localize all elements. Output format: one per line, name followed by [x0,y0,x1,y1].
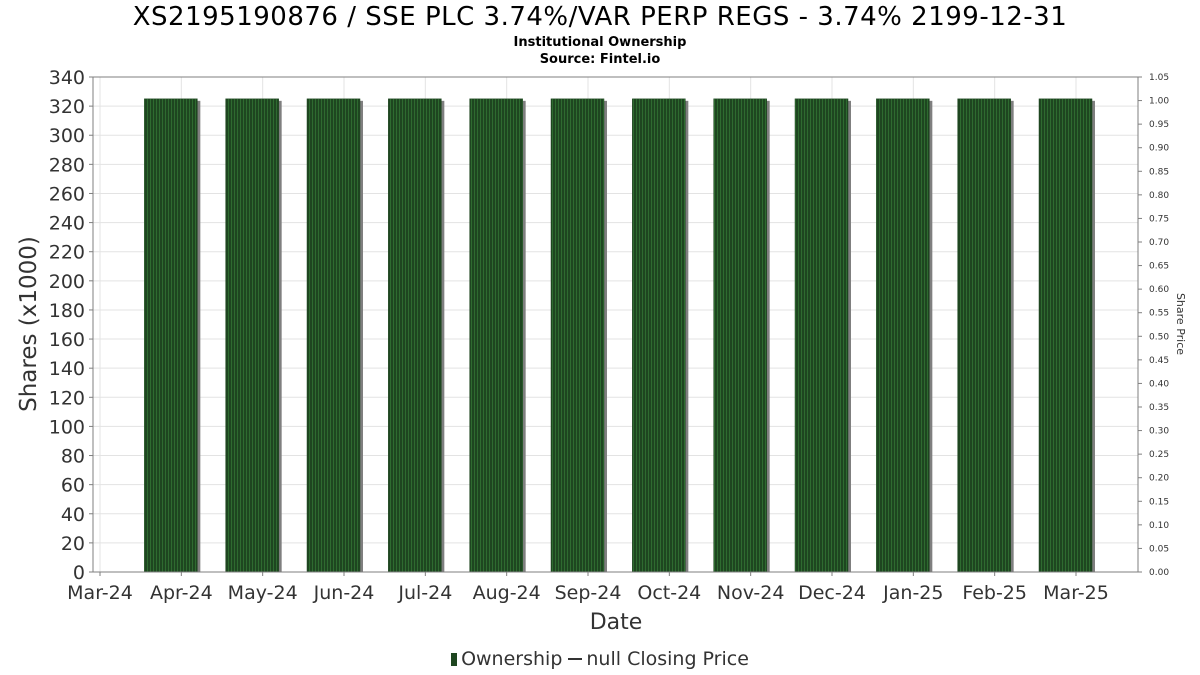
bar [713,98,767,573]
bar [1038,98,1093,573]
plot-frame [92,76,1139,573]
x-tick-label: Oct-24 [637,582,701,604]
y2-tick-label: 0.75 [1149,214,1169,224]
y-tick-label: 320 [49,96,85,118]
y2-axis-title: Share Price [1174,293,1187,355]
y2-tick-label: 0.40 [1149,379,1169,389]
y-tick-label: 60 [61,475,85,497]
bar [469,98,523,573]
legend-price-label: null Closing Price [586,648,749,670]
y2-tick-label: 0.05 [1149,544,1169,554]
y2-tick-label: 0.25 [1149,450,1169,460]
legend-price-line [568,658,583,660]
legend-ownership-swatch [451,653,458,666]
y2-tick-label: 0.50 [1149,332,1169,342]
y2-tick-label: 0.35 [1149,403,1169,413]
bar [550,98,605,573]
x-tick-label: Sep-24 [555,582,622,604]
y2-tick-label: 0.95 [1149,120,1169,130]
bar [306,98,361,573]
bar [388,98,442,573]
y-tick-label: 200 [49,271,85,293]
x-tick-label: Aug-24 [473,582,541,604]
bar [876,98,930,573]
x-axis-title: Date [590,610,643,635]
chart-title: XS2195190876 / SSE PLC 3.74%/VAR PERP RE… [132,2,1068,32]
y2-tick-label: 0.70 [1149,238,1169,248]
y2-tick-label: 1.00 [1149,97,1169,107]
y-tick-label: 0 [73,562,85,584]
y-tick-label: 160 [49,329,85,351]
y-tick-label: 260 [49,183,85,205]
y-tick-label: 80 [61,446,85,468]
y-tick-label: 40 [61,504,85,526]
x-tick-label: Jan-25 [882,582,943,604]
y2-tick-label: 0.15 [1149,497,1169,507]
x-tick-label: Jul-24 [397,582,452,604]
bar [794,98,849,573]
y2-tick-label: 1.05 [1149,73,1169,83]
y2-tick-label: 0.65 [1149,262,1169,272]
x-tick-label: Feb-25 [962,582,1027,604]
y2-tick-label: 0.45 [1149,356,1169,366]
y-tick-label: 20 [61,533,85,555]
y2-tick-label: 0.90 [1149,144,1169,154]
y2-tick-label: 0.60 [1149,285,1169,295]
x-tick-label: Jun-24 [313,582,375,604]
legend: Ownership null Closing Price [0,648,1200,670]
chart-source: Source: Fintel.io [539,52,661,67]
y-tick-label: 240 [49,213,85,235]
x-tick-label: May-24 [228,582,298,604]
y2-tick-label: 0.30 [1149,427,1169,437]
x-tick-label: Nov-24 [717,582,785,604]
y-tick-label: 340 [49,67,85,89]
x-tick-label: Mar-25 [1043,582,1109,604]
x-tick-label: Mar-24 [67,582,133,604]
y-tick-label: 140 [49,358,85,380]
y2-tick-label: 0.00 [1149,568,1169,578]
chart-subtitle: Institutional Ownership [513,35,687,50]
y-tick-label: 280 [49,154,85,176]
legend-ownership-label: Ownership [461,648,563,670]
bar [957,98,1011,573]
y2-tick-label: 0.55 [1149,309,1169,319]
x-tick-label: Dec-24 [798,582,866,604]
y-axis-title: Shares (x1000) [16,236,42,412]
y2-tick-label: 0.10 [1149,521,1169,531]
y2-tick-label: 0.80 [1149,191,1169,201]
y2-tick-label: 0.85 [1149,167,1169,177]
y-tick-label: 220 [49,242,85,264]
y-tick-label: 300 [49,125,85,147]
bar [144,98,198,573]
x-tick-label: Apr-24 [150,582,213,604]
y2-tick-label: 0.20 [1149,474,1169,484]
y-tick-label: 180 [49,300,85,322]
y-tick-label: 100 [49,416,85,438]
bar [225,98,279,573]
y-tick-label: 120 [49,387,85,409]
bar [632,98,686,573]
